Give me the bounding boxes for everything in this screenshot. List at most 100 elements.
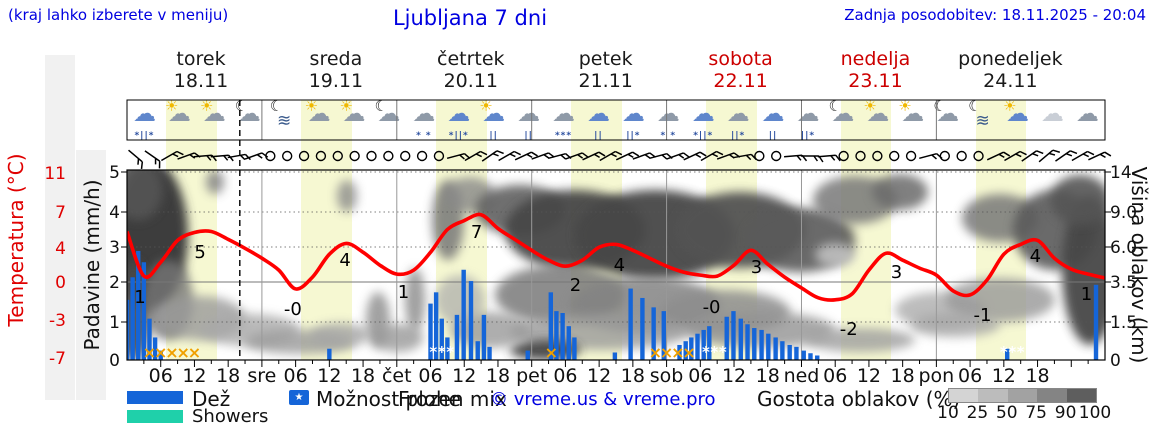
cloud-icon: ☁ xyxy=(1006,101,1029,127)
precip-bar xyxy=(130,277,135,360)
day-date: 19.11 xyxy=(308,70,364,92)
cloud-icon: ☁ xyxy=(586,101,610,127)
precip-bar xyxy=(147,318,152,360)
time-axis-label: 18 xyxy=(891,365,915,387)
density-tick-label: 75 xyxy=(1025,403,1048,423)
precip-bar xyxy=(773,337,778,360)
cloud-icon: ☁ xyxy=(132,101,156,127)
moon-fog-icon: ☾ ≋ xyxy=(267,99,302,140)
precip-tick-label: 0 xyxy=(109,351,120,371)
cloud-snow-icon: ☁ * * xyxy=(651,100,686,141)
wind-barb-icon xyxy=(144,150,161,169)
cloud-icon: ☁ xyxy=(237,101,261,127)
time-axis-label: 12 xyxy=(722,365,746,387)
precip-bar xyxy=(766,333,771,360)
wind-barb-icon xyxy=(1071,150,1095,162)
precip-bar xyxy=(683,341,688,360)
shower-chance-icon: ★ xyxy=(289,390,309,405)
precip-tick-label: 1 xyxy=(109,313,120,333)
density-gradient-step xyxy=(1037,389,1067,402)
rain-swatch xyxy=(127,391,183,404)
day-header-sobota: sobota 22.11 xyxy=(708,48,772,92)
precip-marks: ||* xyxy=(730,131,746,141)
frozen-mix-marker: × xyxy=(660,343,673,362)
cloud-rain-icon: ☁ || xyxy=(756,100,791,141)
precip-tick-label: 2 xyxy=(109,273,120,293)
cloud-icon: ☁ xyxy=(307,101,331,127)
wind-barb-icon xyxy=(817,154,841,162)
day-name: četrtek xyxy=(437,48,505,70)
weather-icon-row: ☁ *||* ☀ ☁ ☀ ☁ ☾ ☁ ☾ ≋ ☀ ☁ ☀ ☁ ☾ ☁ ☁ * * ☁ *||* ☀ ☁ || ☁ || ☁ *** ☁… xyxy=(127,99,1105,142)
precip-marks: * * xyxy=(660,131,677,141)
precip-tick-label: 5 xyxy=(109,163,120,183)
calm-wind-icon xyxy=(383,150,394,162)
frozen-mix-marker: × xyxy=(682,343,695,362)
legend-frozen-mix-label: Frozen mix xyxy=(398,387,507,411)
cloud-icon: ☁ xyxy=(517,101,541,127)
time-axis-label: 18 xyxy=(351,365,375,387)
day-date: 20.11 xyxy=(443,70,498,92)
time-axis-label: 12 xyxy=(587,365,611,387)
left-axis-strip xyxy=(45,55,75,400)
cloud-rain-snow-icon: ☁ *||* xyxy=(686,100,721,141)
sun-cloud-icon: ☀ ☁ xyxy=(337,99,372,140)
precip-tick-label: 4 xyxy=(109,203,120,223)
precip-bar xyxy=(689,337,694,360)
time-axis-label: 12 xyxy=(992,365,1016,387)
precip-bar xyxy=(136,250,141,360)
cloud-icon: ☁ xyxy=(482,101,506,127)
density-gradient-step xyxy=(1066,389,1096,402)
precip-bar xyxy=(525,350,530,360)
precip-bar xyxy=(808,353,813,360)
wind-barb-icon xyxy=(1038,149,1061,163)
time-axis-label: pon xyxy=(919,365,955,387)
precip-bar xyxy=(152,337,158,360)
wind-barb-icon xyxy=(498,150,521,162)
temperature-value-label: 3 xyxy=(891,262,902,283)
precip-bar xyxy=(759,329,764,360)
sun-cloud-icon: ☀ ☁ xyxy=(302,99,337,140)
day-name: petek xyxy=(578,48,633,70)
cloud-icon: ☁ xyxy=(621,101,645,127)
cloud-rain-snow-icon: ☁ *||* xyxy=(127,100,162,141)
moon-cloud-icon: ☾ ☁ xyxy=(930,99,965,140)
frozen-mix-marker: × xyxy=(143,343,156,362)
calm-wind-icon xyxy=(956,150,967,162)
wind-barb-icon xyxy=(800,155,824,163)
legend-showers-label: Showers xyxy=(192,406,269,427)
precip-bar xyxy=(554,311,559,360)
cloud-rain-snow-icon: ☁ *||* xyxy=(441,100,476,141)
density-gradient-step xyxy=(978,389,1008,402)
calm-wind-icon xyxy=(400,150,411,162)
wind-barb-icon xyxy=(128,149,144,170)
last-update-label: Zadnja posodobitev: 18.11.2025 - 20:04 xyxy=(844,6,1146,24)
cloud-height-axis-label: Višina oblakov (km) xyxy=(1127,166,1151,364)
cloud-density-ticks: 10 25 50 75 90 100 xyxy=(937,403,1111,423)
cloud-icon: ☁ xyxy=(167,101,191,127)
time-axis-label: sob xyxy=(650,365,684,387)
sun-cloud-icon: ☀ ☁ xyxy=(1000,99,1035,140)
day-name: nedelja xyxy=(840,48,911,70)
precip-bar xyxy=(801,350,806,360)
cloud-icon: ☁ xyxy=(447,101,471,127)
credit-link[interactable]: © vreme.us & vreme.pro xyxy=(490,389,716,410)
clouds-icon: ☁ xyxy=(1070,100,1105,140)
time-axis-label: 06 xyxy=(149,365,173,387)
temperature-value-label: -0 xyxy=(284,299,302,320)
time-axis-label: 06 xyxy=(284,365,308,387)
time-axis-label: ned xyxy=(784,365,820,387)
precip-marks: ||* xyxy=(800,131,816,141)
precip-bar xyxy=(560,313,565,360)
calm-wind-icon xyxy=(281,150,293,162)
calm-wind-icon xyxy=(265,150,276,162)
cloud-icon: ☁ xyxy=(796,101,820,127)
cloud-icon: ☁ xyxy=(831,101,855,127)
precip-bar xyxy=(787,344,792,360)
calm-wind-icon xyxy=(770,150,782,162)
precip-tick-label: 3 xyxy=(109,238,120,258)
frozen-mix-marker: × xyxy=(649,343,662,362)
cloud-rain-icon: ☁ || xyxy=(581,100,616,141)
cloud-icon: ☁ xyxy=(552,101,576,127)
calm-wind-icon xyxy=(416,150,428,162)
